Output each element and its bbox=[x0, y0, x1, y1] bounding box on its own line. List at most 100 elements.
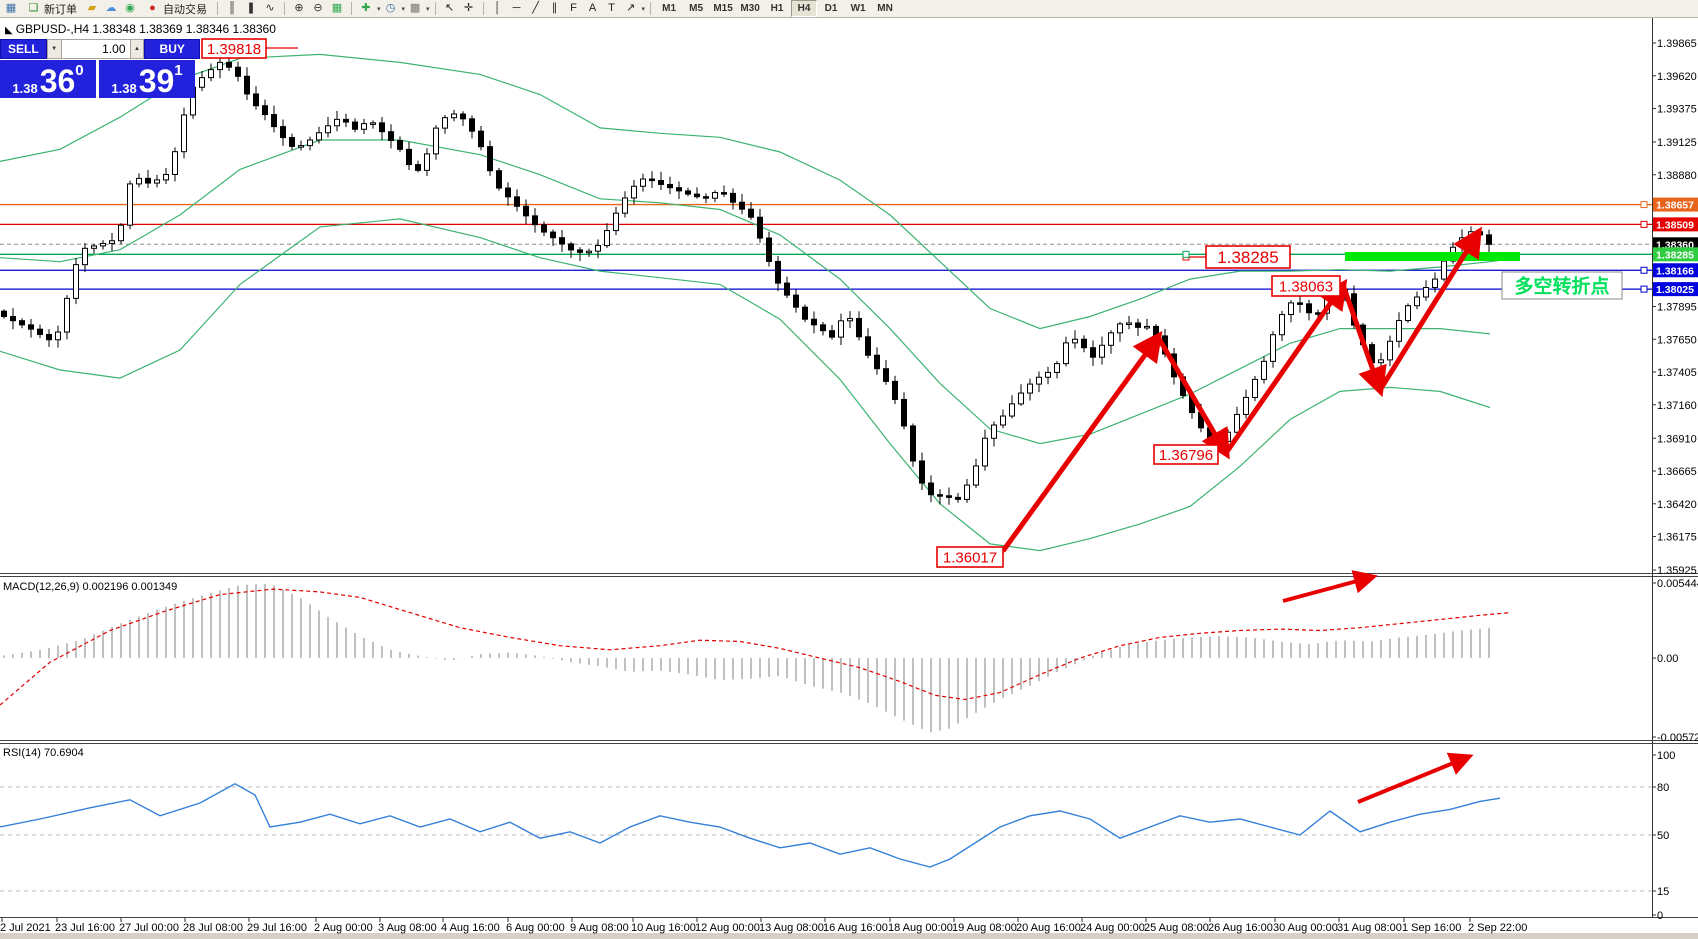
date-axis-label[interactable]: 18 Aug 00:00 bbox=[888, 922, 953, 934]
price-annotation[interactable]: 1.36796 bbox=[1153, 444, 1219, 465]
vertical-line-icon[interactable]: │ bbox=[494, 2, 501, 14]
periods-icon-dropdown[interactable]: ▾ bbox=[401, 5, 406, 13]
gold-icon[interactable]: ▰ bbox=[87, 2, 97, 14]
price-annotation[interactable]: 1.39818 bbox=[201, 38, 298, 59]
timeframe-mn[interactable]: MN bbox=[877, 3, 893, 14]
svg-text:1.38285: 1.38285 bbox=[1217, 248, 1278, 267]
timeframe-h4[interactable]: H4 bbox=[791, 0, 818, 17]
trend-arrow[interactable] bbox=[1000, 330, 1163, 553]
buy-price-big: 39 bbox=[138, 63, 175, 99]
date-axis-label[interactable]: 29 Jul 16:00 bbox=[247, 922, 307, 934]
arrows-icon-dropdown[interactable]: ▾ bbox=[641, 5, 646, 13]
date-axis-label[interactable]: 9 Aug 08:00 bbox=[570, 922, 629, 934]
level-handle[interactable] bbox=[1640, 285, 1648, 293]
highlight-bar[interactable] bbox=[1345, 252, 1520, 261]
date-axis-label[interactable]: 6 Aug 00:00 bbox=[506, 922, 565, 934]
tile-windows-icon[interactable]: ▦ bbox=[331, 2, 343, 14]
price-axis-tag-label: 1.38509 bbox=[1656, 219, 1694, 231]
symbol-chart-icon: ◣ bbox=[5, 25, 13, 36]
note-box[interactable]: 多空转折点 bbox=[1501, 271, 1623, 300]
level-handle[interactable] bbox=[1182, 250, 1190, 258]
trend-arrow[interactable] bbox=[1340, 284, 1387, 398]
toolbar-separator bbox=[650, 2, 652, 15]
buy-button[interactable]: BUY bbox=[144, 39, 200, 59]
indicators-icon-dropdown[interactable]: ▾ bbox=[377, 5, 381, 13]
sell-button[interactable]: SELL bbox=[0, 39, 47, 59]
zoom-out-icon[interactable]: ⊖ bbox=[313, 2, 323, 14]
date-axis-label[interactable]: 28 Jul 08:00 bbox=[183, 922, 243, 934]
price-axis-tag bbox=[1653, 263, 1698, 278]
horizontal-line-icon[interactable]: ─ bbox=[512, 2, 521, 14]
price-axis-tag-label: 1.38285 bbox=[1656, 249, 1694, 261]
price-annotation[interactable]: 1.38285 bbox=[1182, 245, 1291, 269]
timeframe-m1[interactable]: M1 bbox=[662, 3, 677, 14]
signal-icon[interactable]: ◉ bbox=[125, 2, 135, 14]
arrows-icon[interactable]: ↗ bbox=[625, 2, 636, 14]
trendline-icon[interactable]: ╱ bbox=[532, 2, 539, 14]
volume-input[interactable] bbox=[61, 39, 130, 59]
price-annotation[interactable]: 1.36017 bbox=[936, 546, 1004, 568]
volume-decrease-button[interactable]: ▼ bbox=[46, 39, 62, 59]
date-axis-label[interactable]: 16 Aug 16:00 bbox=[823, 922, 888, 934]
text-icon[interactable]: A bbox=[588, 2, 597, 14]
sell-price-display[interactable]: 1.38 36 0 bbox=[0, 60, 96, 98]
date-axis-label[interactable]: 2 Jul 2021 bbox=[0, 922, 51, 934]
label-icon[interactable]: T bbox=[608, 2, 615, 14]
crosshair-icon[interactable]: ✛ bbox=[463, 2, 474, 14]
date-axis-label[interactable]: 2 Aug 00:00 bbox=[314, 922, 373, 934]
rsi-trend-arrow[interactable] bbox=[1357, 752, 1474, 804]
date-axis-label[interactable]: 10 Aug 16:00 bbox=[631, 922, 696, 934]
cloud-icon[interactable]: ☁ bbox=[105, 2, 117, 14]
date-axis-label[interactable]: 12 Aug 00:00 bbox=[695, 922, 760, 934]
line-chart-icon[interactable]: ∿ bbox=[265, 2, 275, 14]
templates-icon-dropdown[interactable]: ▾ bbox=[426, 5, 430, 13]
date-axis-label[interactable]: 23 Jul 16:00 bbox=[55, 922, 115, 934]
date-axis-label[interactable]: 24 Aug 00:00 bbox=[1080, 922, 1145, 934]
candlestick-chart-icon[interactable]: ❚ bbox=[246, 2, 256, 14]
timeframe-m5[interactable]: M5 bbox=[689, 3, 704, 14]
date-axis-label[interactable]: 30 Aug 00:00 bbox=[1273, 922, 1338, 934]
date-axis-label[interactable]: 4 Aug 16:00 bbox=[441, 922, 500, 934]
date-axis-label[interactable]: 27 Jul 00:00 bbox=[119, 922, 179, 934]
timeframe-m30[interactable]: M30 bbox=[740, 3, 760, 14]
rsi-axis-tick-label: 15 bbox=[1657, 886, 1669, 898]
date-axis-label[interactable]: 1 Sep 16:00 bbox=[1402, 922, 1461, 934]
rsi-axis-tick-label: 80 bbox=[1657, 782, 1669, 794]
trend-arrow[interactable] bbox=[1377, 226, 1482, 392]
fibonacci-icon[interactable]: F bbox=[570, 2, 577, 14]
zoom-in-icon[interactable]: ⊕ bbox=[294, 2, 304, 14]
trend-arrow[interactable] bbox=[1155, 335, 1230, 460]
date-axis-label[interactable]: 13 Aug 08:00 bbox=[759, 922, 824, 934]
new-order-button[interactable]: ❏ 新订单 bbox=[21, 0, 82, 17]
level-handle[interactable] bbox=[1640, 220, 1648, 228]
timeframe-d1[interactable]: D1 bbox=[824, 3, 838, 14]
channel-icon[interactable]: ∥ bbox=[551, 2, 558, 14]
chart-window-icon[interactable]: ▦ bbox=[5, 2, 17, 14]
date-axis-label[interactable]: 2 Sep 22:00 bbox=[1468, 922, 1527, 934]
price-axis-tick-label: 1.39620 bbox=[1657, 71, 1697, 83]
bar-chart-icon[interactable]: ║ bbox=[228, 2, 236, 14]
date-axis-label[interactable]: 25 Aug 08:00 bbox=[1144, 922, 1209, 934]
templates-icon[interactable]: ▩ bbox=[409, 2, 421, 14]
cursor-icon[interactable]: ↖ bbox=[444, 2, 455, 14]
buy-price-display[interactable]: 1.38 39 1 bbox=[99, 60, 195, 98]
periods-icon[interactable]: ◷ bbox=[385, 2, 396, 14]
svg-text:1.38063: 1.38063 bbox=[1279, 278, 1333, 295]
autotrading-button[interactable]: ● 自动交易 bbox=[140, 0, 212, 17]
macd-trend-arrow[interactable] bbox=[1282, 570, 1378, 603]
timeframe-h1[interactable]: H1 bbox=[770, 3, 784, 14]
indicators-icon[interactable]: ✚ bbox=[361, 2, 371, 14]
timeframe-w1[interactable]: W1 bbox=[850, 3, 866, 14]
date-axis-label[interactable]: 31 Aug 08:00 bbox=[1337, 922, 1402, 934]
date-axis-label[interactable]: 19 Aug 08:00 bbox=[952, 922, 1017, 934]
date-axis-label[interactable]: 20 Aug 16:00 bbox=[1016, 922, 1081, 934]
level-handle[interactable] bbox=[1640, 266, 1648, 274]
price-annotation[interactable]: 1.38063 bbox=[1271, 275, 1341, 297]
date-axis-label[interactable]: 3 Aug 08:00 bbox=[378, 922, 437, 934]
trend-arrow[interactable] bbox=[1223, 278, 1348, 455]
date-axis-label[interactable]: 26 Aug 16:00 bbox=[1208, 922, 1273, 934]
timeframe-m15[interactable]: M15 bbox=[713, 3, 733, 14]
level-handle[interactable] bbox=[1640, 201, 1648, 209]
volume-increase-button[interactable]: ▲ bbox=[129, 39, 145, 59]
